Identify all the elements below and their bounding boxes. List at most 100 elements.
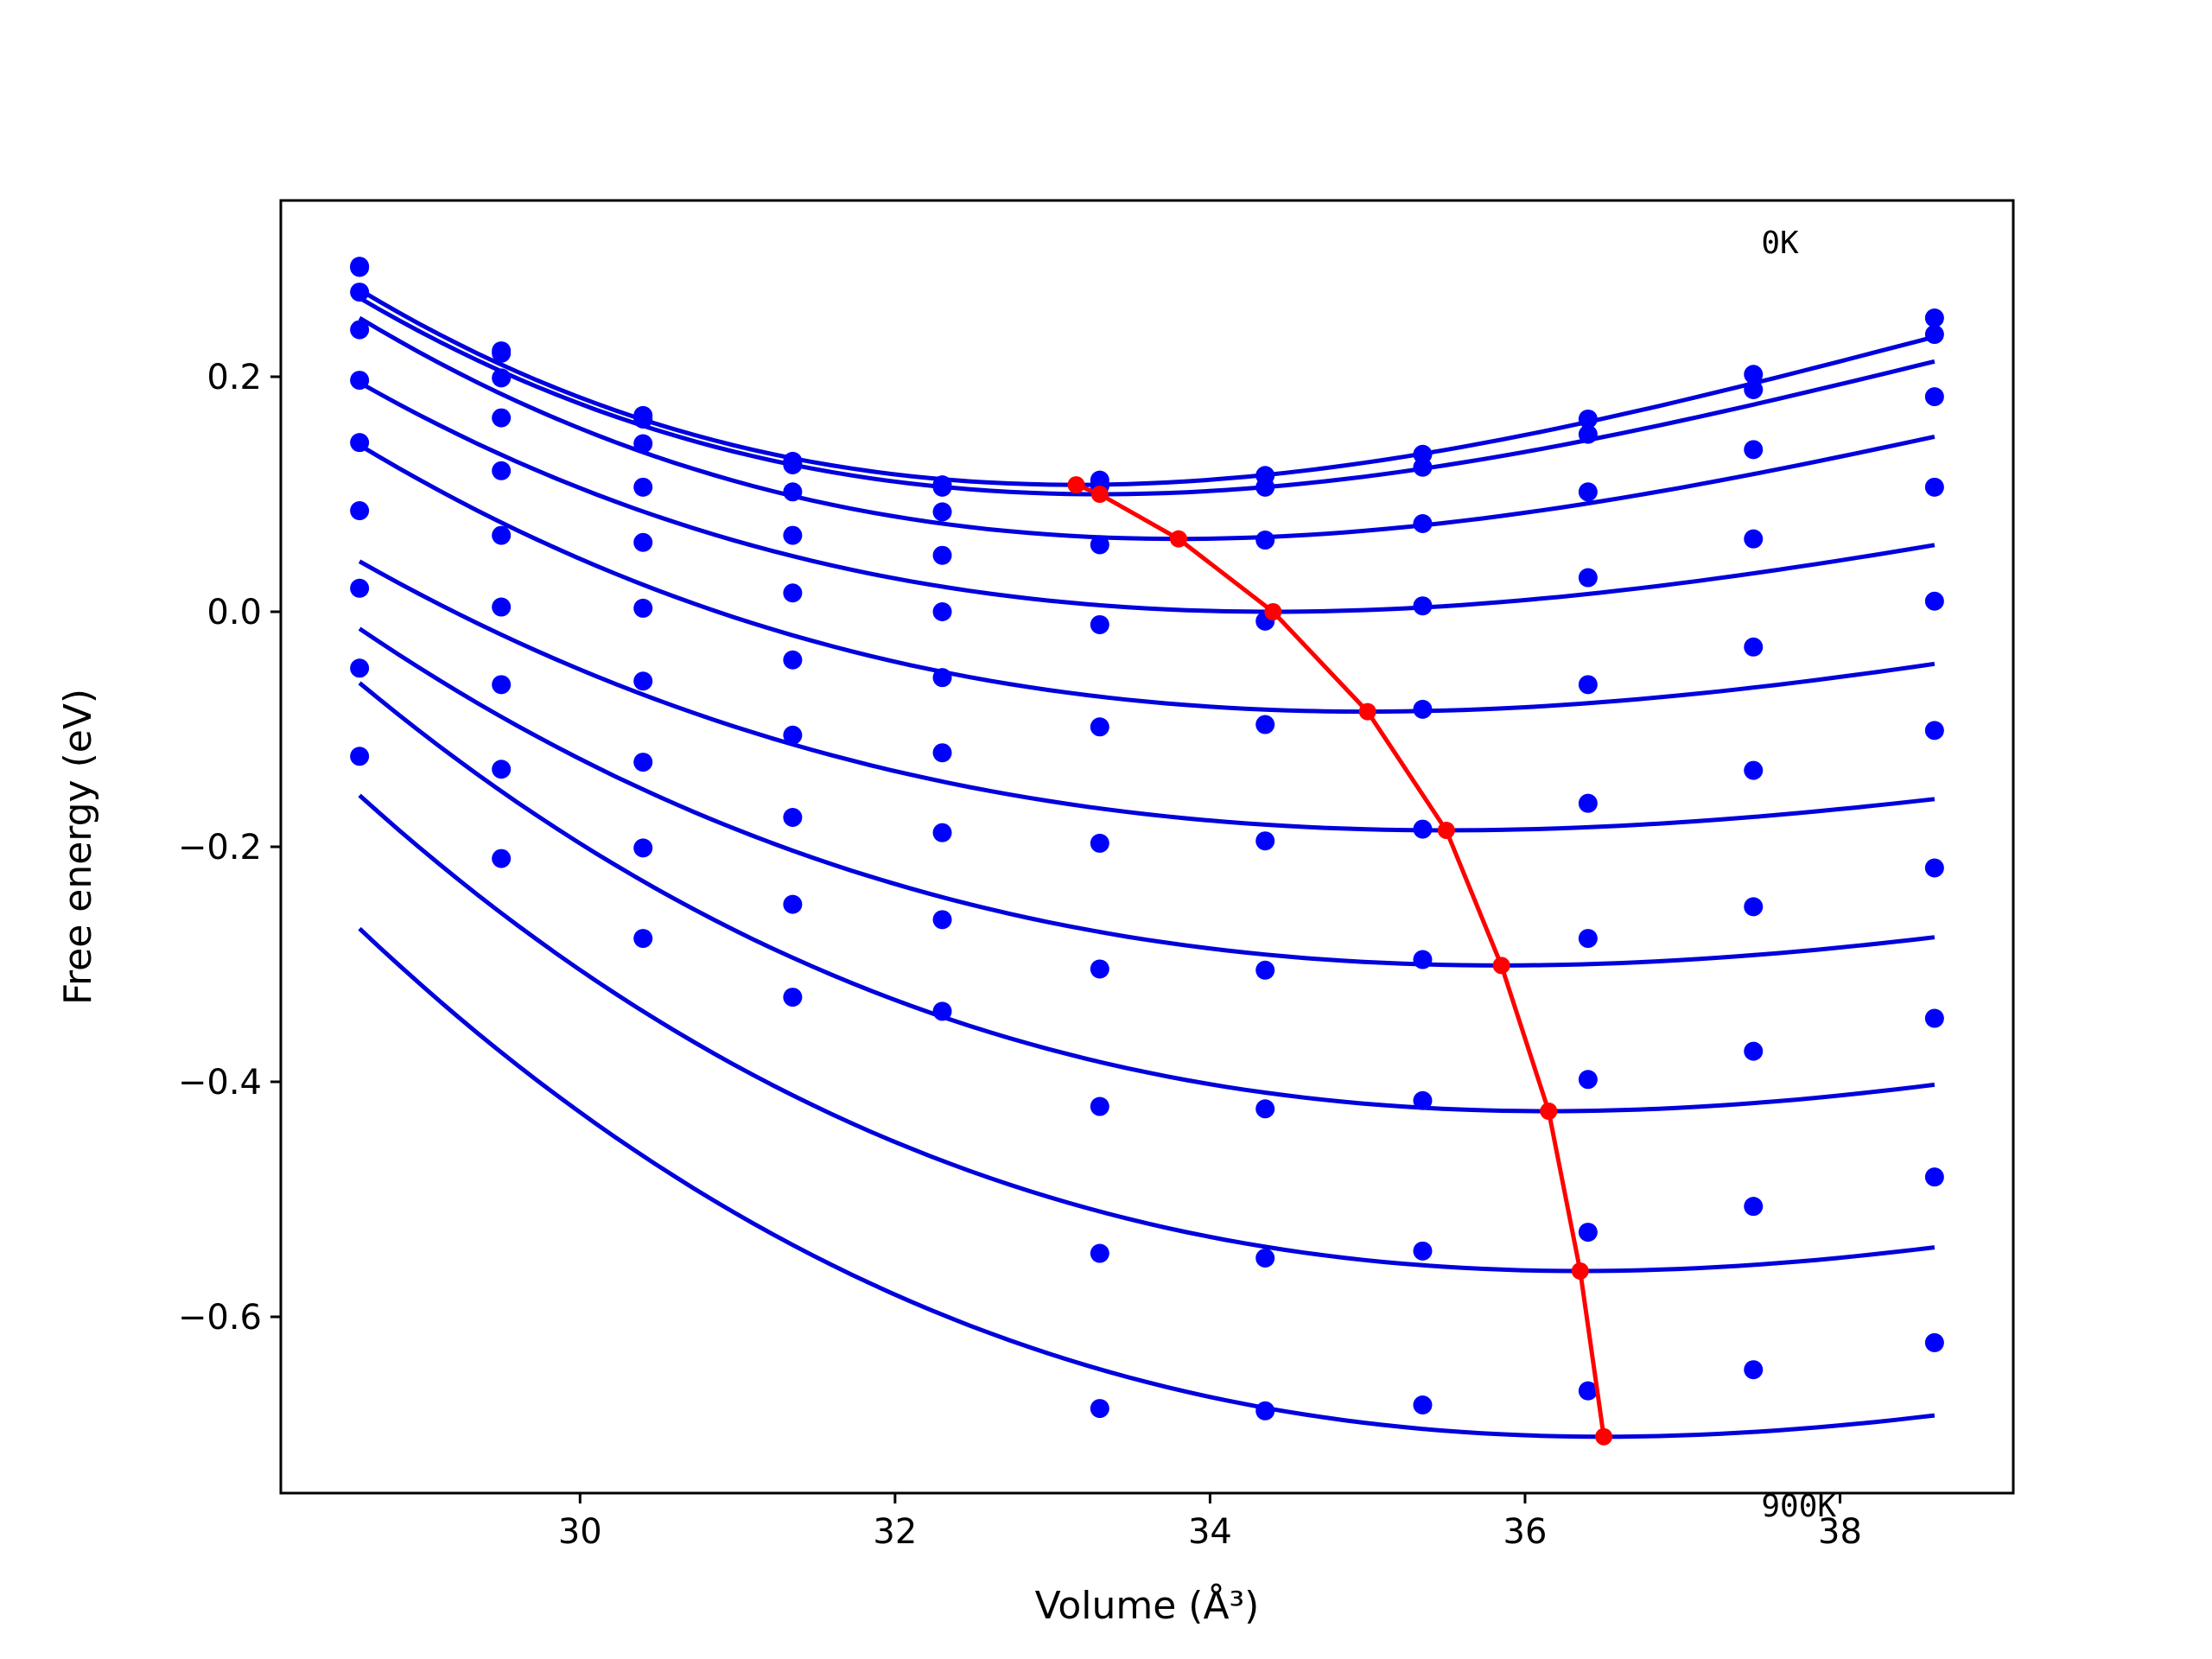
fit-curves bbox=[358, 288, 1936, 1440]
data-point bbox=[1578, 1223, 1598, 1243]
minimum-point bbox=[1264, 603, 1282, 620]
data-point bbox=[633, 753, 653, 772]
x-tick-label: 32 bbox=[873, 1512, 917, 1552]
data-point bbox=[1578, 929, 1598, 949]
data-point bbox=[492, 368, 512, 388]
data-point bbox=[633, 929, 653, 949]
fit-curve bbox=[358, 559, 1936, 833]
minimum-point bbox=[1540, 1103, 1558, 1120]
fit-curve bbox=[358, 793, 1936, 1274]
data-point bbox=[350, 257, 370, 276]
x-tick-label: 36 bbox=[1503, 1512, 1548, 1552]
y-tick-label: −0.2 bbox=[178, 828, 262, 868]
x-tick-label: 30 bbox=[558, 1512, 602, 1552]
data-point bbox=[1924, 308, 1944, 327]
data-point bbox=[932, 1001, 952, 1021]
data-point bbox=[1744, 637, 1764, 657]
annotation-900k: 900K bbox=[1761, 1489, 1836, 1524]
data-point bbox=[633, 598, 653, 618]
data-point bbox=[492, 343, 512, 363]
data-point bbox=[1413, 1090, 1433, 1110]
data-point bbox=[492, 525, 512, 545]
data-point bbox=[932, 477, 952, 497]
fit-curve bbox=[358, 315, 1936, 542]
data-point bbox=[1090, 717, 1109, 737]
data-point bbox=[1413, 950, 1433, 969]
minimum-point bbox=[1595, 1427, 1613, 1446]
data-point bbox=[350, 501, 370, 521]
data-point bbox=[633, 838, 653, 858]
data-point bbox=[1744, 897, 1764, 917]
data-point bbox=[1090, 833, 1109, 853]
minima-line bbox=[1067, 476, 1613, 1446]
y-tick-label: −0.6 bbox=[178, 1298, 262, 1338]
data-point bbox=[350, 433, 370, 453]
minimum-point bbox=[1358, 702, 1376, 721]
data-point bbox=[783, 583, 803, 603]
data-point bbox=[932, 823, 952, 842]
data-point bbox=[1578, 568, 1598, 588]
data-point bbox=[783, 894, 803, 914]
data-point bbox=[1413, 1395, 1433, 1414]
minimum-point bbox=[1169, 530, 1187, 548]
fit-curve bbox=[358, 296, 1936, 497]
y-tick-label: 0.2 bbox=[207, 358, 262, 397]
data-point bbox=[1413, 457, 1433, 477]
data-point bbox=[1578, 409, 1598, 429]
data-point bbox=[932, 743, 952, 763]
data-point bbox=[633, 671, 653, 691]
data-point bbox=[350, 658, 370, 678]
data-point bbox=[1090, 1096, 1109, 1116]
data-point bbox=[492, 760, 512, 779]
data-point bbox=[1255, 1249, 1275, 1268]
fit-curve bbox=[358, 626, 1936, 968]
data-point bbox=[633, 477, 653, 497]
minimum-point bbox=[1090, 486, 1109, 503]
fit-curve bbox=[358, 443, 1936, 715]
data-points bbox=[350, 257, 1944, 1421]
data-point bbox=[492, 675, 512, 695]
data-point bbox=[932, 668, 952, 688]
data-point bbox=[783, 808, 803, 827]
data-point bbox=[932, 602, 952, 621]
data-point bbox=[1924, 1332, 1944, 1352]
data-point bbox=[1924, 387, 1944, 407]
fit-curve bbox=[358, 681, 1936, 1114]
data-point bbox=[1744, 440, 1764, 460]
data-point bbox=[1090, 614, 1109, 634]
data-point bbox=[1578, 793, 1598, 813]
data-point bbox=[1744, 529, 1764, 549]
data-point bbox=[492, 849, 512, 868]
data-point bbox=[1413, 596, 1433, 616]
y-tick-label: 0.0 bbox=[207, 593, 262, 632]
y-axis-ticks: 0.2 0.0 −0.2 −0.4 −0.6 bbox=[178, 358, 281, 1338]
data-point bbox=[1090, 959, 1109, 979]
data-point bbox=[1744, 365, 1764, 385]
data-point bbox=[1255, 1099, 1275, 1119]
data-point bbox=[350, 371, 370, 391]
x-axis-ticks: 30 32 34 36 38 bbox=[558, 1493, 1862, 1552]
data-point bbox=[1255, 960, 1275, 980]
data-point bbox=[350, 747, 370, 766]
data-point bbox=[932, 910, 952, 930]
data-point bbox=[1578, 675, 1598, 695]
data-point bbox=[1413, 1241, 1433, 1261]
data-point bbox=[1744, 1197, 1764, 1217]
data-point bbox=[1744, 1360, 1764, 1380]
data-point bbox=[783, 482, 803, 502]
data-point bbox=[633, 409, 653, 429]
data-point bbox=[1413, 819, 1433, 839]
data-point bbox=[633, 434, 653, 454]
data-point bbox=[932, 545, 952, 565]
data-point bbox=[783, 455, 803, 474]
data-point bbox=[1744, 1041, 1764, 1061]
x-tick-label: 34 bbox=[1188, 1512, 1232, 1552]
y-axis-label: Free energy (eV) bbox=[56, 689, 100, 1005]
data-point bbox=[633, 532, 653, 552]
fit-curve bbox=[358, 926, 1936, 1440]
data-point bbox=[1924, 591, 1944, 611]
fit-curve bbox=[358, 288, 1936, 487]
data-point bbox=[1578, 424, 1598, 444]
data-point bbox=[350, 283, 370, 302]
data-point bbox=[1090, 535, 1109, 555]
